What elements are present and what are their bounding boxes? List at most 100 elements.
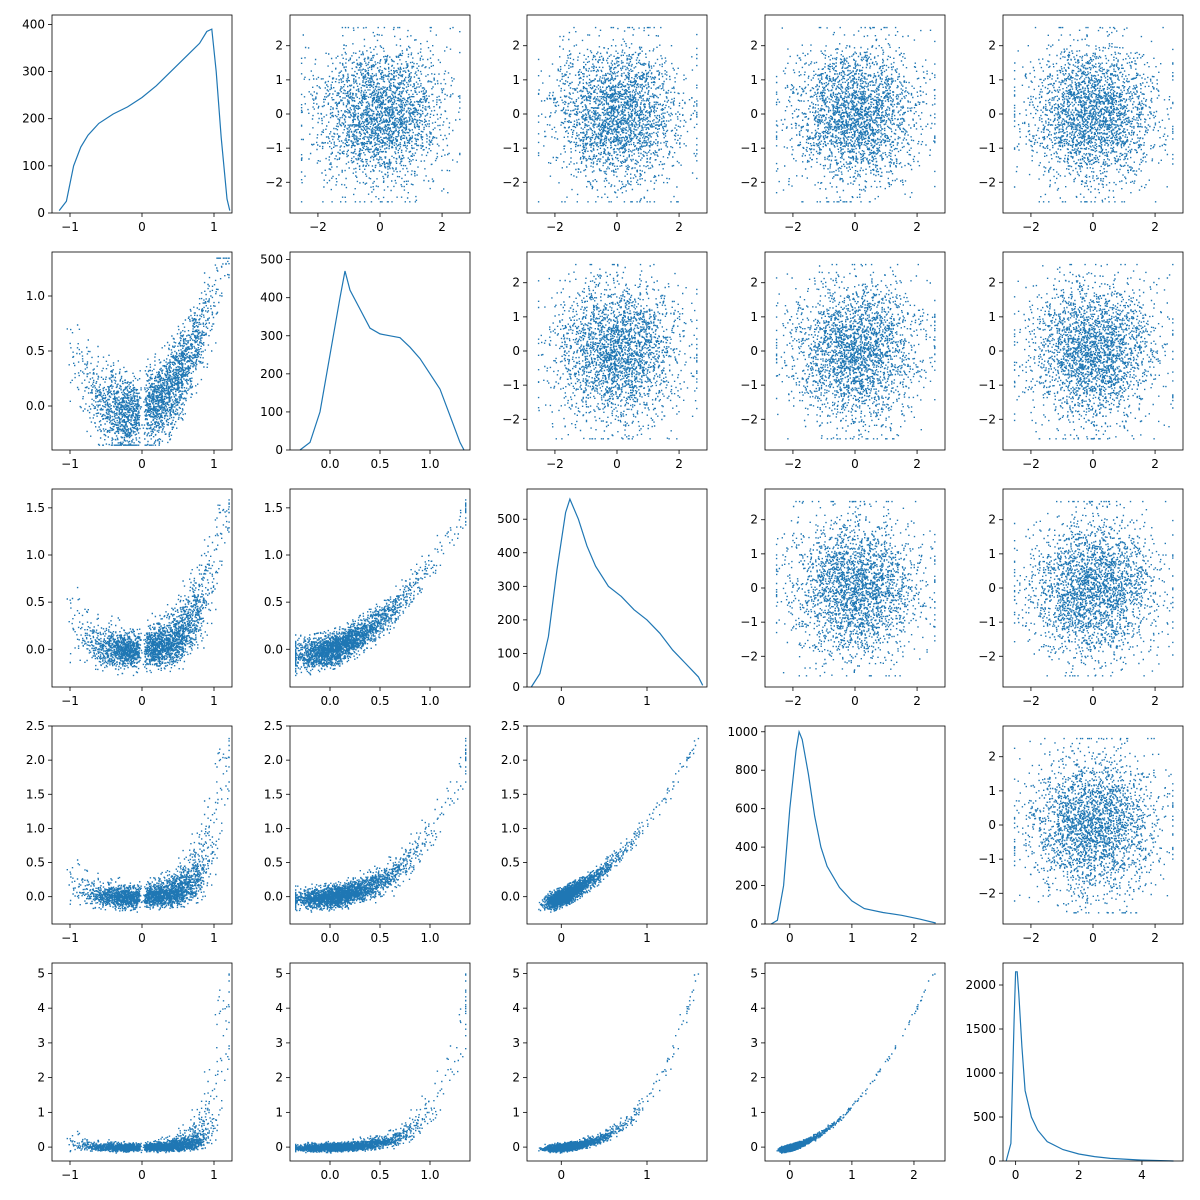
scatter-points-r2-c1 [295,499,467,677]
x-tick-label-r4-c1-0: 0.0 [320,1168,339,1182]
y-tick-label-r0-c4-1: −1 [978,141,996,155]
y-tick-label-r3-c3-0: 0 [750,917,758,931]
y-tick-label-r2-c4-4: 2 [988,513,996,527]
y-tick-label-r2-c1-2: 1.0 [264,548,283,562]
y-tick-label-r4-c1-2: 2 [275,1071,283,1085]
y-tick-label-r4-c2-2: 2 [512,1071,520,1085]
x-tick-label-r1-c3-0: −2 [784,457,802,471]
axes-frame-r3-c3 [764,725,946,925]
scatter-marks-r0-c2 [537,26,698,203]
y-tick-label-r0-c1-2: 0 [275,107,283,121]
y-tick-label-r3-c4-2: 0 [988,818,996,832]
scatter-marks-r0-c3 [775,26,936,203]
x-tick-label-r1-c3-2: 2 [913,457,921,471]
panel-r4-c1: 0.0 0.5 1.0 0 1 2 3 4 5 [275,962,471,1182]
x-tick-label-r3-c0-0: −1 [61,931,79,945]
y-tick-label-r0-c1-4: 2 [275,39,283,53]
y-tick-label-r4-c3-2: 2 [750,1071,758,1085]
scatter-points-r0-c4 [1013,26,1174,203]
y-tick-label-r0-c0-3: 300 [22,65,45,79]
y-tick-label-r3-c3-1: 200 [735,879,758,893]
y-tick-label-r2-c0-2: 1.0 [26,548,45,562]
y-tick-label-r0-c4-4: 2 [988,39,996,53]
x-tick-label-r2-c0-1: 0 [138,694,146,708]
y-tick-label-r3-c2-5: 2.5 [501,719,520,733]
y-tick-label-r3-c2-3: 1.5 [501,787,520,801]
x-tick-label-r1-c0-1: 0 [138,457,146,471]
y-tick-label-r3-c0-3: 1.5 [26,787,45,801]
scatter-marks-r3-c2 [538,737,700,913]
y-tick-label-r4-c2-1: 1 [512,1105,520,1119]
histogram-line-2 [530,497,704,688]
y-tick-label-r2-c2-1: 100 [497,646,520,660]
x-tick-label-r0-c3-2: 2 [913,220,921,234]
panel-r3-c4: −2 0 2 −2 −1 0 1 2 [978,725,1184,945]
y-tick-label-r1-c0-0: 0.0 [26,399,45,413]
y-tick-label-r0-c2-2: 0 [512,107,520,121]
y-tick-label-r4-c4-3: 1500 [965,1022,996,1036]
scatter-marks-r1-c0 [66,257,230,446]
panel-r2-c1: 0.0 0.5 1.0 0.0 0.5 1.0 1.5 [264,488,471,708]
x-tick-label-r0-c1-1: 0 [376,220,384,234]
scatter-marks-r1-c4 [1013,263,1174,440]
scatter-marks-r0-c4 [1013,26,1174,203]
y-tick-label-r2-c4-2: 0 [988,581,996,595]
panel-r3-c1: 0.0 0.5 1.0 0.0 0.5 1.0 1.5 2.0 2.5 [264,719,471,945]
x-tick-label-r1-c1-2: 1.0 [420,457,439,471]
x-tick-label-r2-c2-0: 0 [557,694,565,708]
panel-r4-c0: −1 0 1 0 1 2 3 4 5 [37,962,233,1182]
panel-r1-c3: −2 0 2 −2 −1 0 1 2 [740,251,946,471]
y-tick-label-r1-c4-0: −2 [978,412,996,426]
y-tick-label-r4-c3-4: 4 [750,1001,758,1015]
scatter-points-r1-c3 [775,263,936,440]
y-tick-label-r2-c2-4: 400 [497,546,520,560]
y-tick-label-r0-c0-0: 0 [37,206,45,220]
x-tick-label-r4-c1-2: 1.0 [420,1168,439,1182]
y-tick-label-r3-c3-3: 600 [735,802,758,816]
y-tick-label-r0-c4-2: 0 [988,107,996,121]
y-tick-label-r1-c1-0: 0 [275,443,283,457]
y-tick-label-r1-c4-3: 1 [988,310,996,324]
y-tick-label-r2-c3-1: −1 [740,615,758,629]
axes-frame-r4-c3 [764,962,946,1162]
y-tick-label-r4-c1-1: 1 [275,1105,283,1119]
x-tick-label-r3-c4-1: 0 [1089,931,1097,945]
panel-r2-c4: −2 0 2 −2 −1 0 1 2 [978,488,1184,708]
y-tick-label-r3-c1-3: 1.5 [264,787,283,801]
x-tick-label-r3-c1-1: 0.5 [370,931,389,945]
scatter-points-r2-c4 [1013,500,1174,677]
y-tick-label-r0-c2-4: 2 [512,39,520,53]
y-tick-label-r4-c0-0: 0 [37,1140,45,1154]
x-tick-label-r4-c4-1: 2 [1075,1168,1083,1182]
scatter-marks-r2-c1 [295,499,467,677]
x-tick-label-r4-c1-1: 0.5 [370,1168,389,1182]
x-tick-label-r3-c3-2: 2 [910,931,918,945]
scatter-points-r3-c4 [1013,737,1174,914]
panel-r2-c0: −1 0 1 0.0 0.5 1.0 1.5 [26,488,233,708]
y-tick-label-r0-c0-2: 200 [22,112,45,126]
y-tick-label-r4-c1-3: 3 [275,1036,283,1050]
y-tick-label-r3-c3-5: 1000 [727,725,758,739]
y-tick-label-r3-c0-4: 2.0 [26,753,45,767]
scatter-points-r2-c0 [66,499,230,677]
y-tick-label-r0-c3-4: 2 [750,39,758,53]
y-tick-label-r4-c1-0: 0 [275,1140,283,1154]
x-tick-label-r2-c1-1: 0.5 [370,694,389,708]
y-tick-label-r1-c1-3: 300 [260,329,283,343]
y-tick-label-r0-c1-1: −1 [265,141,283,155]
y-tick-label-r4-c0-3: 3 [37,1036,45,1050]
x-tick-label-r3-c3-1: 1 [848,931,856,945]
y-tick-label-r3-c1-2: 1.0 [264,821,283,835]
y-tick-label-r1-c1-5: 500 [260,253,283,267]
scatter-marks-r3-c4 [1013,737,1174,914]
y-tick-label-r1-c1-2: 200 [260,367,283,381]
x-tick-label-r0-c0-1: 0 [138,220,146,234]
y-tick-label-r0-c3-1: −1 [740,141,758,155]
x-tick-label-r3-c4-0: −2 [1022,931,1040,945]
y-tick-label-r4-c2-0: 0 [512,1140,520,1154]
x-tick-label-r4-c0-0: −1 [61,1168,79,1182]
panel-r0-c4: −2 0 2 −2 −1 0 1 2 [978,14,1184,234]
y-tick-label-r2-c4-1: −1 [978,615,996,629]
x-tick-label-r3-c2-0: 0 [557,931,565,945]
